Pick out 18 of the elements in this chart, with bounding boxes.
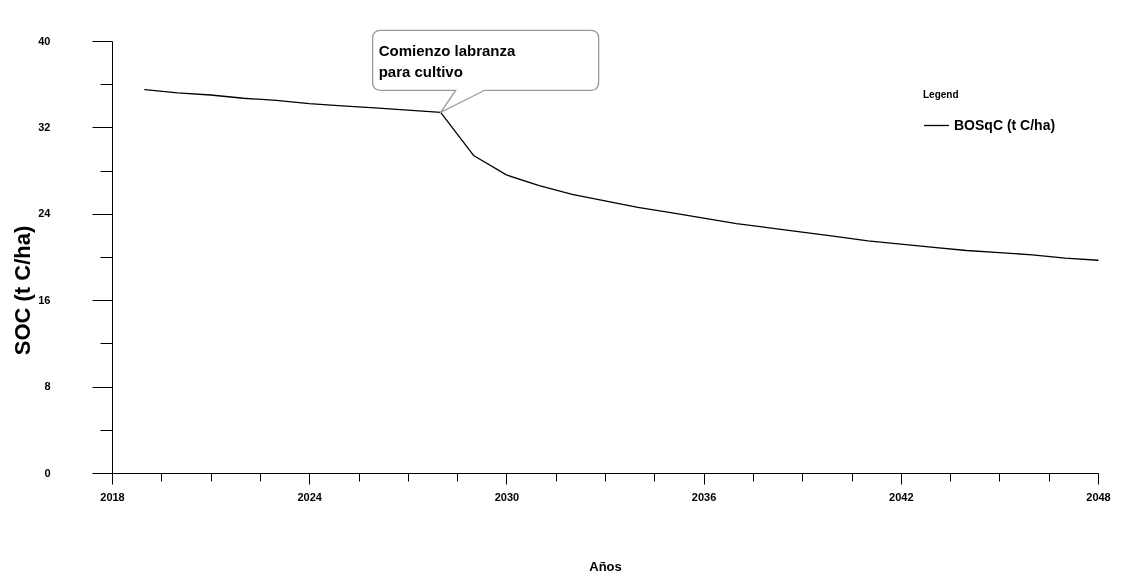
x-axis-title: Años	[589, 558, 622, 574]
x-tick-label: 2036	[691, 490, 717, 503]
x-tick-label: 2048	[1086, 490, 1111, 503]
y-tick-label: 24	[38, 207, 52, 220]
line-series	[144, 88, 1099, 261]
x-tick-label: 2018	[100, 490, 125, 503]
y-tick-label: 8	[44, 380, 51, 393]
annotation: Comienzo labranza para cultivo	[378, 42, 517, 81]
legend-label: BOSqC (t C/ha)	[954, 116, 1056, 133]
x-tick-label: 2024	[297, 490, 323, 503]
y-tick-label: 16	[38, 293, 51, 306]
y-tick-label: 0	[44, 466, 51, 479]
x-tick-label: 2042	[889, 490, 914, 503]
y-tick-label: 32	[38, 120, 51, 133]
y-tick-label: 40	[38, 34, 51, 47]
legend-title: Legend	[923, 89, 959, 100]
x-tick-label: 2030	[494, 490, 520, 503]
y-axis-title: SOC (t C/ha)	[9, 225, 35, 356]
